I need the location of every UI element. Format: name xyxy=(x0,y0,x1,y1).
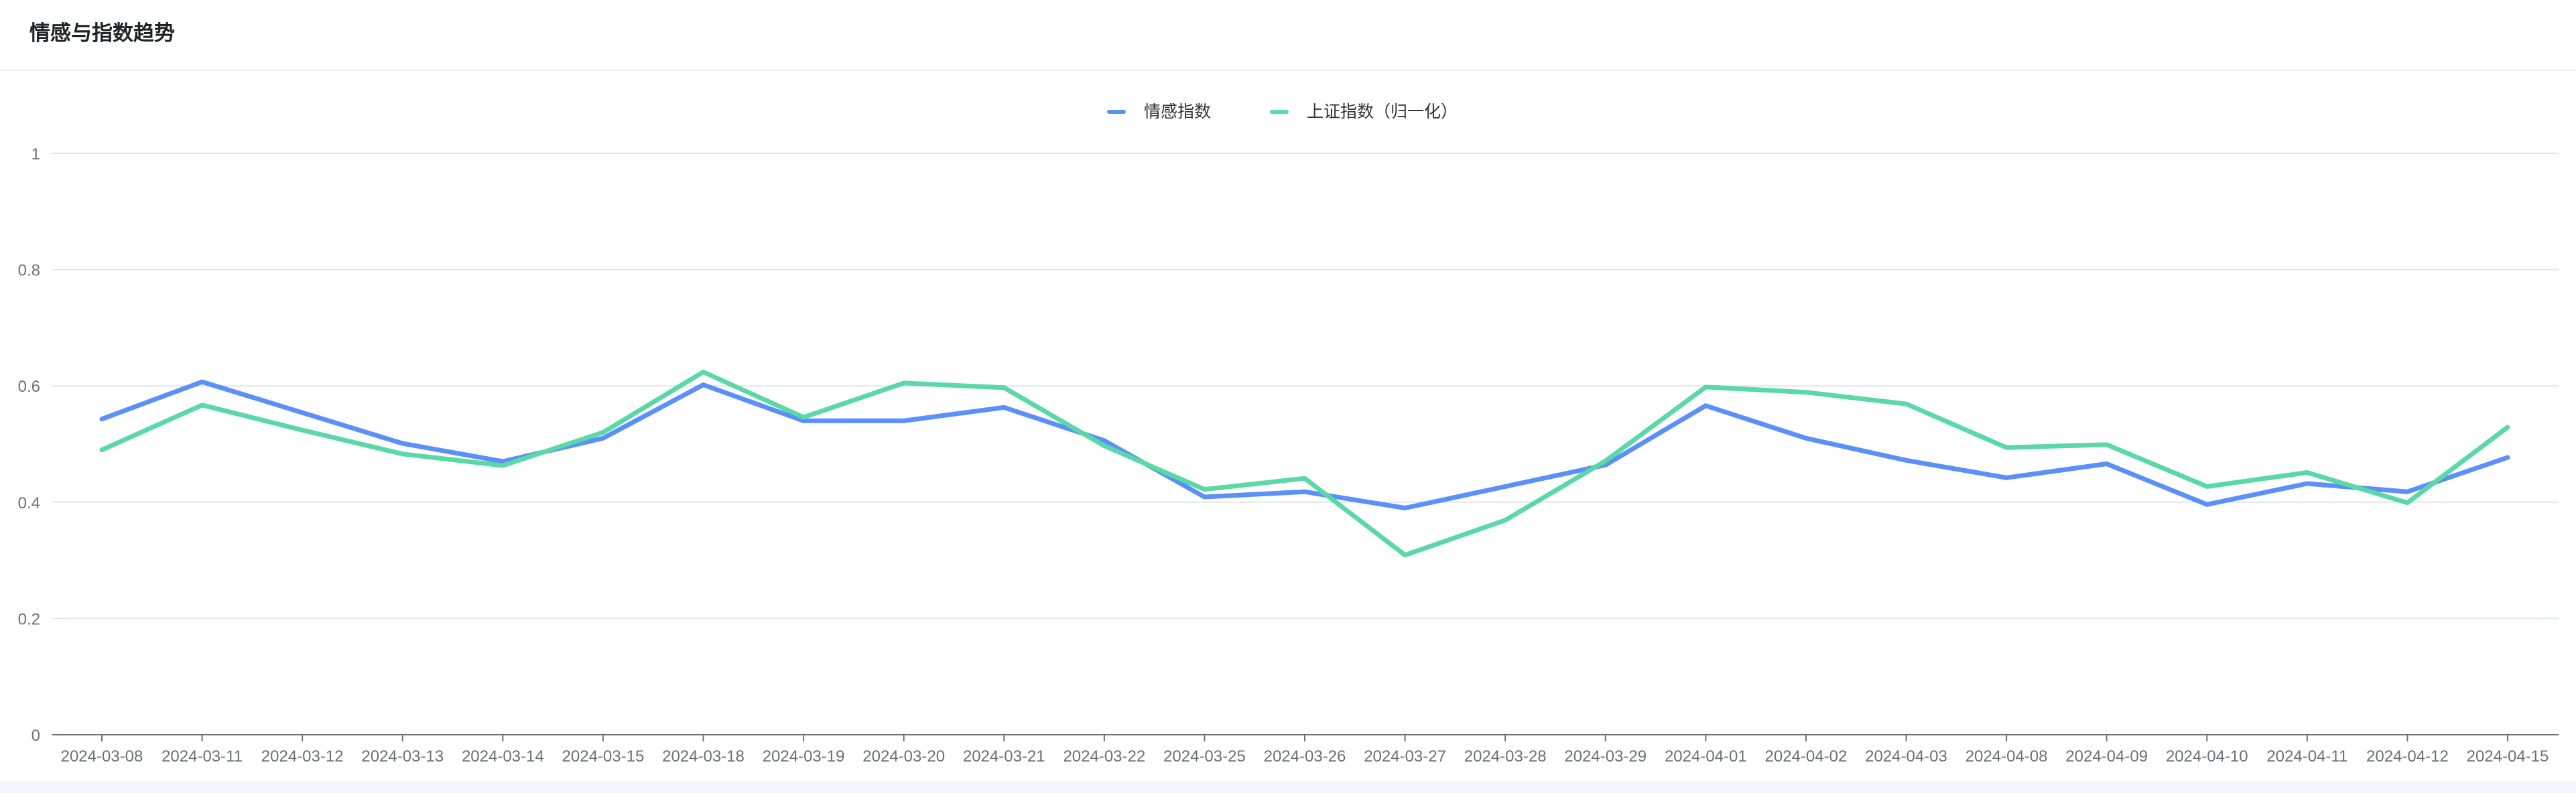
x-tick-label: 2024-03-22 xyxy=(1063,747,1145,766)
x-axis: 2024-03-08 2024-03-11 2024-03-12 2024-03-13… xyxy=(52,734,2559,766)
x-tick-label: 2024-03-12 xyxy=(261,747,344,766)
line-chart: 00.20.40.60.81 2024-03-08 2024-03-11 2024-… xyxy=(18,102,2559,766)
y-tick-label: 0.6 xyxy=(18,378,40,396)
x-tick-label: 2024-03-29 xyxy=(1564,747,1647,766)
x-tick-label: 2024-03-19 xyxy=(763,747,845,766)
x-tick-label: 2024-03-18 xyxy=(662,747,745,766)
grid-lines xyxy=(52,153,2559,620)
x-tick-label: 2024-04-09 xyxy=(2065,747,2148,766)
legend-swatch xyxy=(1107,110,1126,114)
x-tick-label: 2024-03-15 xyxy=(562,747,645,766)
x-tick-label: 2024-04-15 xyxy=(2467,747,2549,766)
card-header: 情感与指数趋势 xyxy=(0,0,2576,71)
y-tick-label: 0.2 xyxy=(18,610,40,628)
y-tick-label: 1 xyxy=(31,145,40,163)
x-tick-label: 2024-03-11 xyxy=(162,747,243,766)
y-tick-label: 0.8 xyxy=(18,262,40,280)
y-tick-label: 0 xyxy=(31,727,40,745)
legend-label: 情感指数 xyxy=(1144,102,1211,121)
x-tick-label: 2024-04-01 xyxy=(1665,747,1747,766)
y-axis: 0 0.2 0.4 0.6 0.8 1 xyxy=(18,145,40,745)
x-tick-label: 2024-03-20 xyxy=(862,747,945,766)
x-tick-label: 2024-03-08 xyxy=(61,747,143,766)
x-tick-label: 2024-03-21 xyxy=(963,747,1045,766)
x-tick-label: 2024-04-03 xyxy=(1865,747,1947,766)
legend-item-2[interactable]: 上证指数（归一化） xyxy=(1270,102,1458,121)
x-tick-label: 2024-03-26 xyxy=(1264,747,1346,766)
legend: 情感指数 上证指数（归一化） xyxy=(1107,102,1458,121)
x-tick-label: 2024-04-10 xyxy=(2166,747,2248,766)
x-tick-label: 2024-04-08 xyxy=(1966,747,2048,766)
series-line-1 xyxy=(99,379,2510,510)
panel-title: 情感与指数趋势 xyxy=(29,21,175,45)
series-lines xyxy=(99,369,2510,558)
x-tick-label: 2024-03-13 xyxy=(361,747,444,766)
legend-swatch xyxy=(1270,110,1289,114)
x-tick-label: 2024-04-11 xyxy=(2266,747,2347,766)
x-tick-label: 2024-03-14 xyxy=(462,747,544,766)
x-tick-label: 2024-04-12 xyxy=(2366,747,2449,766)
series-line-2 xyxy=(99,369,2510,558)
x-tick-label: 2024-03-25 xyxy=(1163,747,1246,766)
x-tick-label: 2024-04-02 xyxy=(1765,747,1848,766)
x-tick-label: 2024-03-28 xyxy=(1464,747,1547,766)
x-tick-label: 2024-03-27 xyxy=(1364,747,1446,766)
legend-item-1[interactable]: 情感指数 xyxy=(1107,102,1211,121)
y-tick-label: 0.4 xyxy=(18,494,40,512)
legend-label: 上证指数（归一化） xyxy=(1307,102,1458,121)
